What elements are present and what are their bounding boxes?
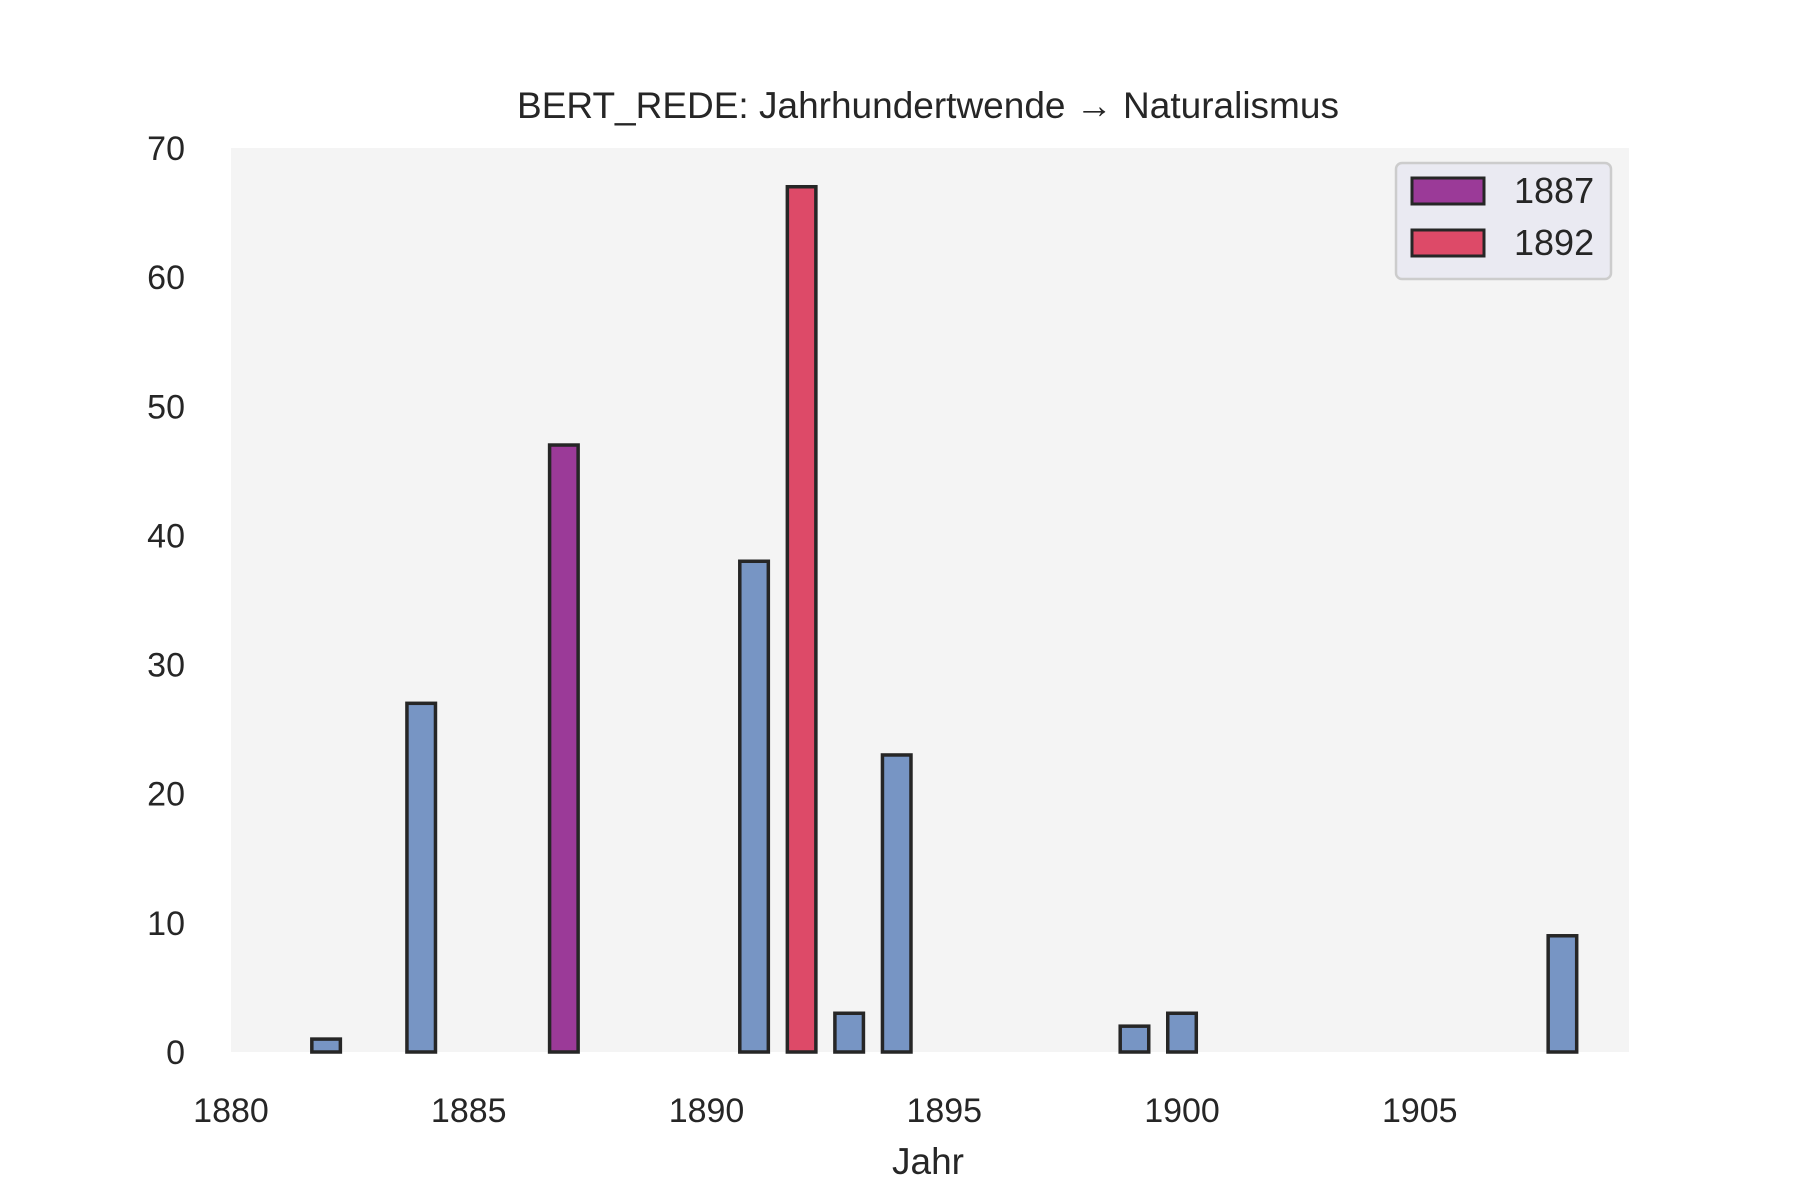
bar-1893 (833, 1011, 866, 1054)
legend-label-1887: 1887 (1514, 170, 1594, 211)
x-tick-label-1905: 1905 (1382, 1092, 1458, 1130)
bars (310, 184, 1579, 1054)
y-tick-label-30: 30 (147, 647, 185, 685)
x-tick-labels: 1880 1885 1890 1895 1900 1905 (193, 1092, 1457, 1130)
y-tick-label-0: 0 (166, 1034, 185, 1072)
legend-swatch-1887 (1410, 176, 1486, 206)
y-tick-label-40: 40 (147, 517, 185, 555)
bar-1882 (310, 1037, 343, 1054)
bar-1892 (785, 184, 818, 1054)
bar-1891 (738, 559, 771, 1054)
y-tick-label-10: 10 (147, 905, 185, 943)
x-tick-label-1890: 1890 (669, 1092, 745, 1130)
bar-1900 (1166, 1011, 1199, 1054)
plot-area (231, 148, 1629, 1052)
x-tick-label-1895: 1895 (906, 1092, 982, 1130)
y-tick-label-60: 60 (147, 259, 185, 297)
y-tick-label-50: 50 (147, 388, 185, 426)
x-axis-label: Jahr (892, 1141, 964, 1182)
y-tick-label-70: 70 (147, 130, 185, 168)
bar-1884 (405, 701, 438, 1054)
x-tick-label-1885: 1885 (431, 1092, 507, 1130)
legend-label-1892: 1892 (1514, 222, 1594, 263)
y-tick-labels: 0 10 20 30 40 50 60 70 (147, 130, 185, 1072)
bar-1894 (880, 753, 913, 1054)
x-tick-label-1880: 1880 (193, 1092, 269, 1130)
bar-1899 (1118, 1024, 1151, 1054)
legend: 1887 1892 (1394, 161, 1613, 281)
x-tick-label-1900: 1900 (1144, 1092, 1220, 1130)
chart-title: BERT_REDE: Jahrhundertwende → Naturalism… (517, 85, 1339, 126)
y-tick-label-20: 20 (147, 776, 185, 814)
bar-1887 (547, 443, 580, 1054)
bar-1908 (1546, 934, 1579, 1054)
legend-swatch-1892 (1410, 228, 1486, 258)
